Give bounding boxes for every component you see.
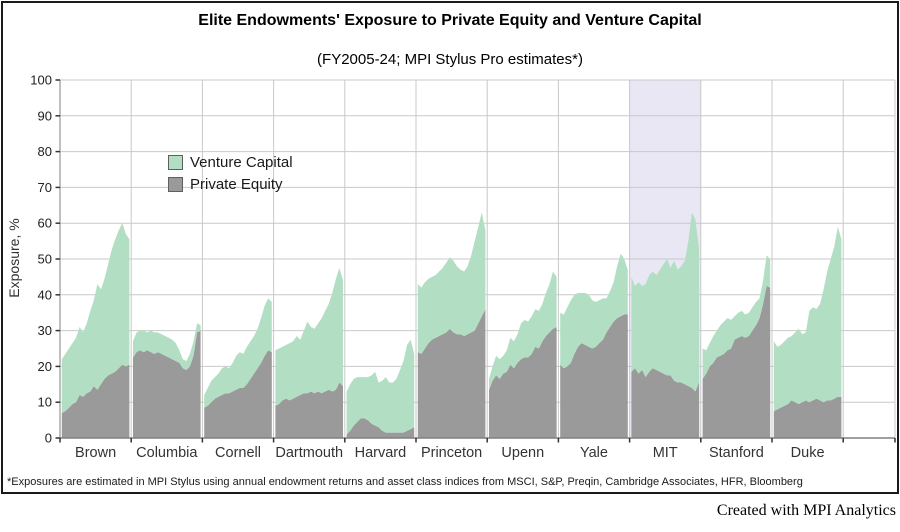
svg-text:Duke: Duke xyxy=(791,445,825,461)
svg-text:50: 50 xyxy=(38,252,52,267)
svg-text:30: 30 xyxy=(38,323,52,338)
chart-title: Elite Endowments' Exposure to Private Eq… xyxy=(198,12,702,29)
svg-text:Stanford: Stanford xyxy=(709,445,764,461)
svg-text:100: 100 xyxy=(30,73,52,88)
footnote: *Exposures are estimated in MPI Stylus u… xyxy=(7,476,803,488)
svg-text:10: 10 xyxy=(38,395,52,410)
svg-text:Upenn: Upenn xyxy=(501,445,544,461)
svg-text:60: 60 xyxy=(38,216,52,231)
svg-text:80: 80 xyxy=(38,144,52,159)
svg-text:0: 0 xyxy=(45,431,52,446)
svg-text:20: 20 xyxy=(38,359,52,374)
credit-line: Created with MPI Analytics xyxy=(716,502,896,519)
svg-text:Princeton: Princeton xyxy=(421,445,482,461)
private-equity-swatch-icon xyxy=(168,176,183,192)
legend-label: Private Equity xyxy=(190,175,283,193)
legend-item-venture-capital: Venture Capital xyxy=(168,151,293,173)
svg-text:90: 90 xyxy=(38,108,52,123)
venture-capital-swatch-icon xyxy=(168,154,183,170)
svg-text:Yale: Yale xyxy=(580,445,608,461)
svg-text:70: 70 xyxy=(38,180,52,195)
svg-text:MIT: MIT xyxy=(653,445,678,461)
svg-text:40: 40 xyxy=(38,287,52,302)
svg-text:Cornell: Cornell xyxy=(215,445,261,461)
legend: Venture Capital Private Equity xyxy=(168,151,293,195)
svg-text:Harvard: Harvard xyxy=(355,445,407,461)
svg-text:Dartmouth: Dartmouth xyxy=(275,445,343,461)
y-axis-label: Exposure, % xyxy=(6,218,22,298)
svg-text:Brown: Brown xyxy=(75,445,116,461)
chart-subtitle: (FY2005-24; MPI Stylus Pro estimates*) xyxy=(317,51,583,68)
legend-label: Venture Capital xyxy=(190,153,293,171)
svg-text:Columbia: Columbia xyxy=(136,445,198,461)
legend-item-private-equity: Private Equity xyxy=(168,173,293,195)
